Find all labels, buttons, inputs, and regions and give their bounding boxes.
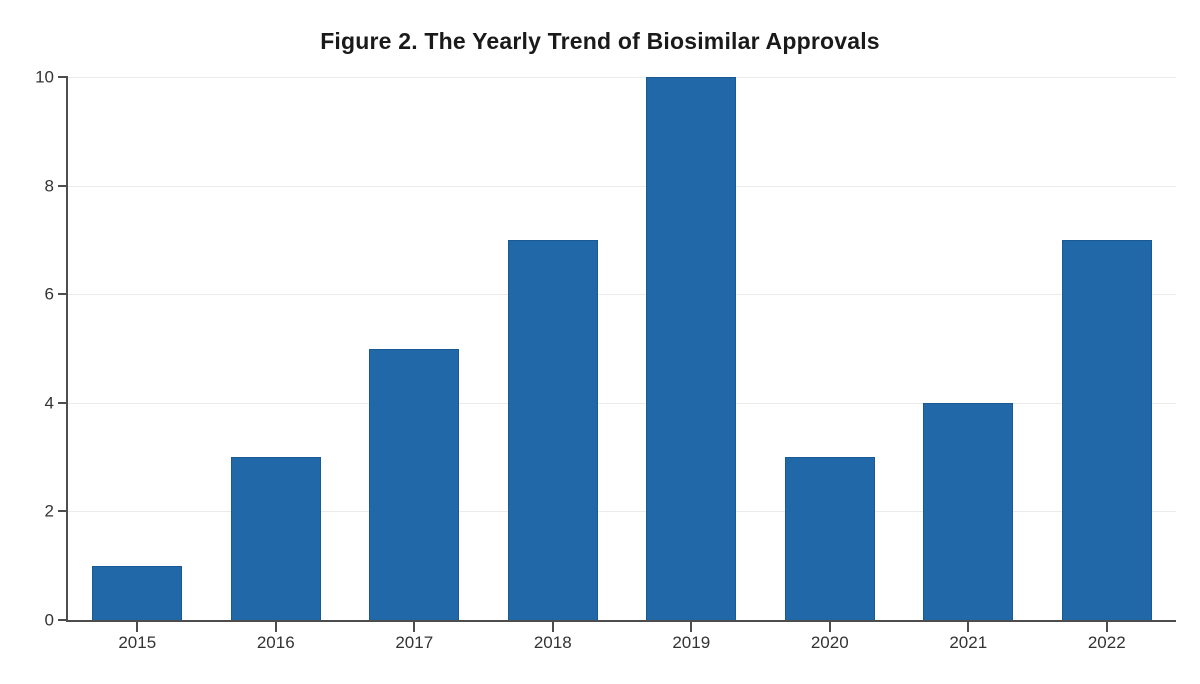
- y-axis-tick: [58, 76, 68, 78]
- x-axis-tick: [274, 620, 277, 632]
- y-tick-label: 2: [44, 501, 54, 521]
- bar-2020: [784, 457, 875, 620]
- x-tick-label: 2017: [395, 633, 434, 652]
- bar-2021: [923, 402, 1014, 620]
- x-axis-tick: [136, 620, 139, 632]
- x-tick-label: 2018: [533, 633, 572, 652]
- x-tick-label: 2020: [810, 633, 849, 652]
- y-axis-tick: [58, 401, 68, 404]
- bar-2019: [646, 77, 737, 620]
- y-tick-label: 4: [44, 393, 54, 413]
- bar-2015: [92, 565, 183, 620]
- x-axis-tick: [413, 620, 416, 632]
- y-tick-label: 8: [44, 176, 54, 196]
- x-tick-label: 2019: [672, 633, 711, 652]
- bar-2022: [1061, 239, 1152, 620]
- gridline: [68, 77, 1176, 78]
- x-tick-label: 2016: [256, 633, 295, 652]
- gridline: [68, 511, 1176, 513]
- gridline: [68, 185, 1176, 187]
- y-axis-tick: [58, 293, 68, 296]
- gridline: [68, 402, 1176, 404]
- x-tick-label: 2021: [949, 633, 988, 652]
- x-axis-tick: [967, 620, 970, 632]
- bar-2016: [230, 457, 321, 620]
- x-axis-tick: [551, 620, 554, 632]
- chart-title: Figure 2. The Yearly Trend of Biosimilar…: [320, 28, 880, 54]
- y-tick-label: 10: [35, 67, 54, 87]
- bar-2017: [369, 348, 460, 620]
- y-tick-label: 6: [44, 284, 54, 304]
- x-axis-tick: [690, 620, 693, 632]
- y-axis-tick: [58, 619, 68, 621]
- x-tick-label: 2015: [118, 633, 157, 652]
- y-axis-tick: [58, 184, 68, 187]
- bar-2018: [507, 239, 598, 620]
- y-axis-tick: [58, 510, 68, 513]
- x-axis-tick: [1105, 620, 1108, 632]
- plot-area: 0 2 4 6 8 10 2015 2016 2017 2018 2019 2020 2021 2022: [35, 69, 1176, 651]
- x-axis-tick: [828, 620, 831, 632]
- gridline: [68, 294, 1176, 296]
- x-tick-label: 2022: [1087, 633, 1126, 652]
- y-tick-label: 0: [44, 610, 54, 630]
